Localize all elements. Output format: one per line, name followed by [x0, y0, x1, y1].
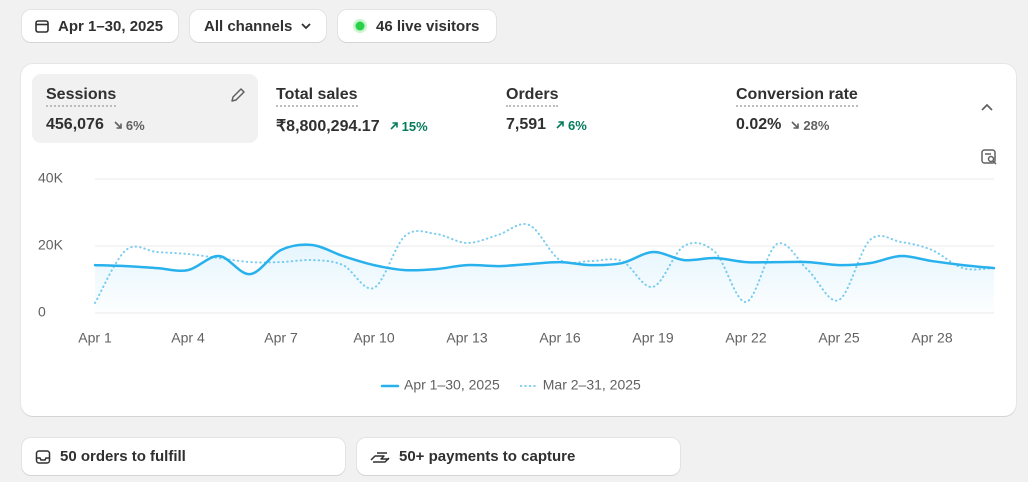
metric-tile[interactable]: Conversion rate 0.02% 28%	[722, 74, 948, 143]
x-tick-label: Apr 19	[632, 330, 673, 346]
y-tick-label: 20K	[38, 237, 64, 253]
live-visitors: 46 live visitors	[376, 17, 480, 35]
channels: All channels	[204, 17, 293, 35]
metric-value: 456,076	[46, 116, 104, 133]
x-tick-label: Apr 4	[171, 330, 205, 346]
metric-label: Sessions	[46, 86, 117, 107]
task-label: 50 orders to fulfill	[60, 448, 186, 465]
metric-change: 6%	[112, 118, 145, 133]
y-tick-label: 0	[38, 304, 46, 320]
collapse-icon[interactable]	[979, 100, 995, 116]
metric-tile[interactable]: Total sales ₹8,800,294.17 15%	[262, 74, 488, 143]
metric-change: 28%	[789, 118, 829, 133]
metric-value: 0.02%	[736, 116, 782, 133]
metric-tile[interactable]: Sessions 456,076 6%	[32, 74, 258, 143]
trend-arrow	[114, 121, 122, 129]
x-tick-label: Apr 22	[725, 330, 766, 346]
chevron-down	[301, 23, 311, 30]
x-tick-label: Apr 1	[78, 330, 112, 346]
trend-arrow	[390, 122, 398, 130]
inbox-icon	[35, 449, 51, 464]
x-tick-label: Apr 16	[539, 330, 580, 346]
payment-icon	[370, 451, 390, 463]
payments-button[interactable]: 50+ payments to capture	[357, 438, 680, 475]
change-value: 6%	[568, 117, 587, 133]
metric-change: 15%	[388, 119, 428, 134]
trend-arrow	[791, 121, 800, 129]
date-range: Apr 1–30, 2025	[58, 17, 164, 35]
task-label: 50+ payments to capture	[399, 448, 576, 465]
change-value: 15%	[401, 118, 428, 134]
change-value: 6%	[125, 117, 145, 133]
calendar-icon	[35, 20, 49, 33]
fulfill-button[interactable]: 50 orders to fulfill	[22, 438, 345, 475]
x-tick-label: Apr 10	[353, 330, 394, 346]
x-tick-label: Apr 13	[446, 330, 487, 346]
metric-tile[interactable]: Orders 7,591 6%	[492, 74, 718, 143]
date-button[interactable]: Apr 1–30, 2025	[22, 10, 178, 42]
metric-value: 7,591	[506, 116, 547, 133]
legend-label: Mar 2–31, 2025	[543, 377, 641, 393]
metric-value: ₹8,800,294.17	[276, 118, 380, 135]
y-tick-label: 40K	[38, 170, 64, 186]
trend-arrow	[556, 121, 564, 129]
change-value: 28%	[803, 117, 830, 133]
x-tick-label: Apr 25	[818, 330, 859, 346]
series-line	[93, 243, 996, 276]
area	[95, 244, 994, 313]
metric-change: 6%	[554, 118, 587, 133]
x-tick-label: Apr 28	[911, 330, 952, 346]
x-tick-label: Apr 7	[264, 330, 298, 346]
metric-label: Conversion rate	[736, 86, 858, 107]
metric-label: Orders	[506, 86, 559, 107]
channel-button[interactable]: All channels	[190, 10, 326, 42]
live-button[interactable]: 46 live visitors	[338, 10, 496, 42]
legend-label: Apr 1–30, 2025	[404, 377, 500, 393]
chart-explore-icon[interactable]	[980, 148, 998, 166]
metric-label: Total sales	[276, 86, 358, 107]
edit-icon[interactable]	[229, 86, 247, 104]
live-dot	[353, 19, 367, 33]
